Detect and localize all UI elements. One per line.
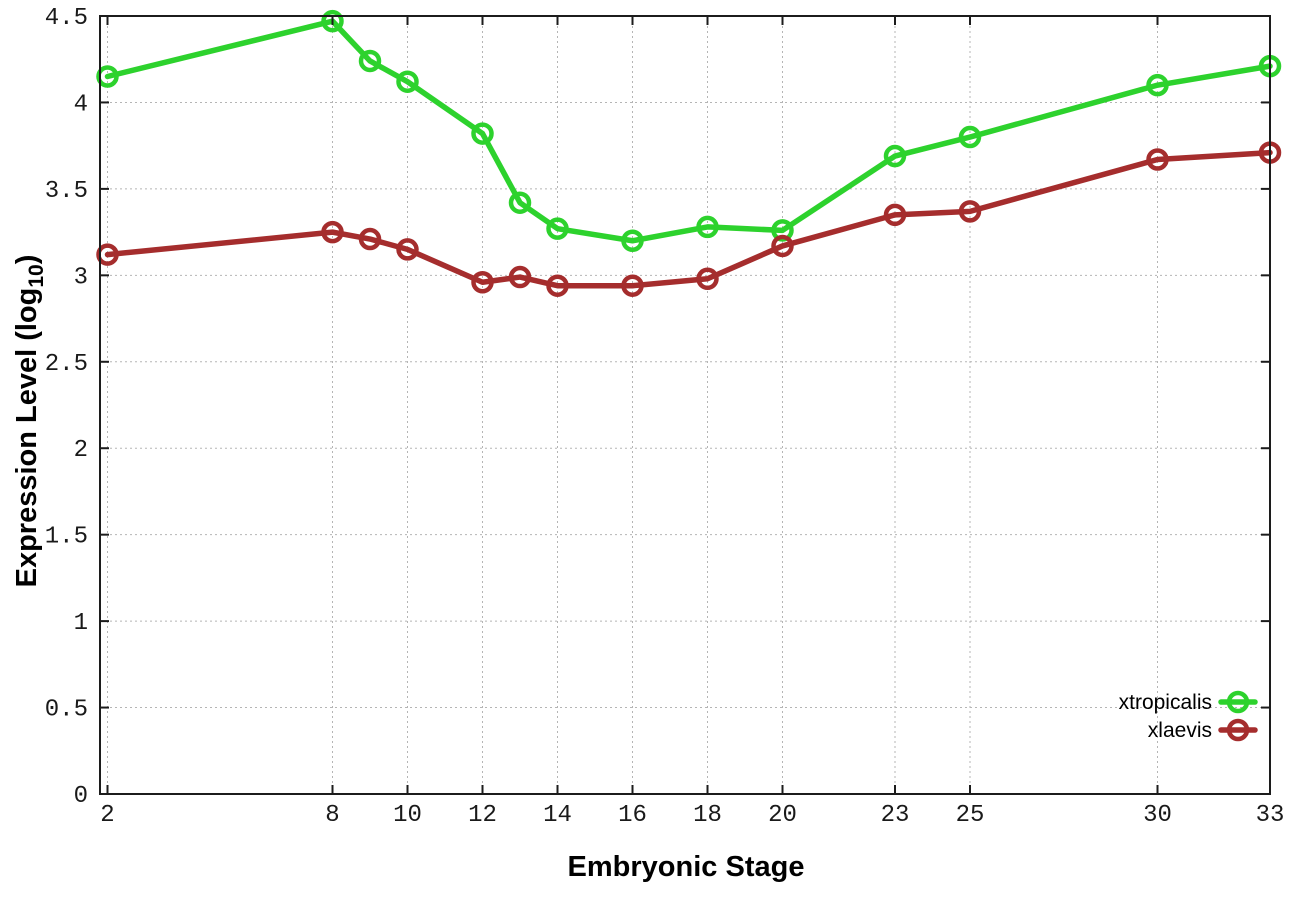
y-tick-label: 2.5 (45, 351, 88, 378)
legend-entry-xtropicalis: xtropicalis (1119, 690, 1258, 714)
data-point-marker (958, 125, 982, 149)
y-tick-label: 0 (74, 783, 88, 810)
data-point-marker (396, 70, 419, 93)
data-point-marker (96, 65, 119, 88)
data-point-marker (396, 238, 419, 261)
data-point-marker (471, 270, 494, 294)
data-point-marker (1146, 148, 1169, 171)
x-tick-label: 2 (100, 802, 114, 829)
series-layer (96, 9, 1282, 297)
data-point-marker (358, 227, 382, 251)
y-axis-title-subscript: 10 (25, 264, 48, 287)
legend-entry-xlaevis: xlaevis (1148, 718, 1258, 742)
legend-label: xlaevis (1148, 719, 1212, 742)
y-axis-title: Expression Level (log10) (11, 255, 48, 588)
x-tick-label: 25 (956, 802, 985, 829)
data-point-marker (771, 234, 794, 258)
series-xtropicalis (96, 9, 1282, 253)
x-tick-label: 23 (881, 802, 910, 829)
data-point-marker (696, 267, 719, 291)
x-tick-label: 18 (693, 802, 722, 829)
x-tick-label: 20 (768, 802, 797, 829)
x-axis-title: Embryonic Stage (568, 851, 805, 883)
grid-layer (100, 15, 1271, 795)
data-point-marker (771, 219, 794, 242)
x-tick-label: 14 (543, 802, 572, 829)
y-tick-label: 4.5 (45, 5, 88, 32)
axes-layer (99, 15, 1271, 795)
data-point-marker (883, 144, 907, 168)
x-tick-label: 12 (468, 802, 497, 829)
data-point-marker (958, 200, 982, 223)
y-axis-title-main: Expression Level (log (11, 288, 43, 588)
x-tick-label: 8 (325, 802, 339, 829)
plot-border (99, 15, 1271, 795)
data-point-marker (508, 191, 532, 214)
legend-label: xtropicalis (1119, 691, 1212, 714)
x-tick-label: 33 (1256, 802, 1285, 829)
legend-marker (1226, 690, 1250, 714)
data-point-marker (508, 265, 532, 289)
x-tick-label: 16 (618, 802, 647, 829)
y-tick-label: 1.5 (45, 524, 88, 551)
y-tick-label: 1 (74, 610, 88, 637)
data-point-marker (546, 217, 569, 240)
data-point-marker (321, 220, 344, 244)
legend: xtropicalis xlaevis (1119, 690, 1258, 742)
x-tick-label: 10 (393, 802, 422, 829)
data-point-marker (696, 215, 719, 239)
y-tick-label: 3 (74, 264, 88, 291)
y-axis-title-close: ) (11, 255, 43, 265)
y-tick-label: 0.5 (45, 697, 88, 724)
y-tick-label: 3.5 (45, 178, 88, 205)
tick-label-layer: 2 8 10 12 14 16 18 20 23 25 30 33 0 0.5 1 1.5 2 2.5 3 3.5 4 4… (45, 5, 1285, 829)
series-line (104, 149, 1273, 289)
data-point-marker (621, 229, 644, 253)
data-point-marker (883, 203, 907, 227)
data-point-marker (546, 274, 569, 297)
y-tick-label: 2 (74, 437, 88, 464)
data-point-marker (358, 49, 382, 73)
data-point-marker (471, 122, 494, 145)
series-xlaevis (96, 141, 1282, 297)
data-point-marker (96, 243, 119, 266)
x-tick-label: 30 (1143, 802, 1172, 829)
data-point-marker (321, 9, 344, 33)
series-line (104, 18, 1273, 244)
y-tick-label: 4 (74, 91, 88, 118)
legend-marker (1226, 718, 1250, 742)
data-point-marker (1146, 73, 1169, 97)
data-point-marker (621, 274, 644, 297)
